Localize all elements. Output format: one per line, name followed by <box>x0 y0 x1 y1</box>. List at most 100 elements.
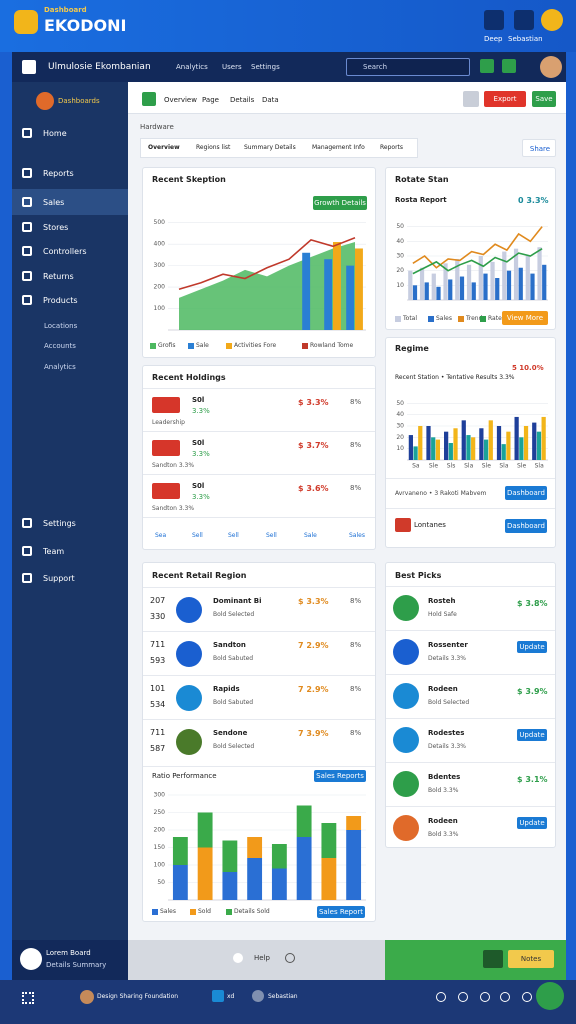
icon-button[interactable] <box>484 10 504 30</box>
add-button[interactable] <box>142 92 156 106</box>
bar <box>488 420 493 460</box>
update-button[interactable]: Update <box>517 817 547 829</box>
bar <box>448 279 453 300</box>
export-button[interactable]: Export <box>484 91 526 107</box>
export-button-label[interactable]: Export <box>493 95 517 103</box>
footer-label: Sell <box>228 532 239 539</box>
update-button[interactable]: Update <box>517 641 547 653</box>
icon-button[interactable] <box>502 59 516 73</box>
sales-button-label[interactable]: Sales Reports <box>316 772 364 780</box>
dashboard-button-label[interactable]: Dashboard <box>507 522 545 530</box>
toolbar-tab[interactable]: Page <box>202 96 219 104</box>
update-button[interactable]: Update <box>517 729 547 741</box>
filter-tab[interactable]: Management Info <box>312 144 365 151</box>
update-button-label[interactable]: Update <box>519 643 545 651</box>
search-box[interactable]: Search <box>346 58 470 76</box>
sales-button[interactable]: Sales Reports <box>314 770 366 782</box>
sidebar-item[interactable]: Sales <box>43 198 65 207</box>
sidebar-item[interactable]: Controllers <box>43 247 87 256</box>
icon-button[interactable] <box>480 59 494 73</box>
view-more-button[interactable]: View More <box>502 311 548 325</box>
taskbar-user[interactable]: Sebastian <box>268 993 298 1000</box>
nav-item[interactable]: Analytics <box>176 63 208 71</box>
filter-tab[interactable]: Regions list <box>196 144 231 151</box>
share-button[interactable]: Share <box>522 139 556 157</box>
sidebar-item[interactable]: Products <box>43 296 78 305</box>
nav-icon <box>22 295 32 305</box>
dashboard-button[interactable]: Dashboard <box>505 486 547 500</box>
save-button[interactable]: Save <box>532 91 556 107</box>
sidebar-item[interactable]: Reports <box>43 169 74 178</box>
growth-button-label[interactable]: Growth Details <box>314 199 366 207</box>
tray-icon[interactable] <box>500 992 510 1002</box>
avatar[interactable] <box>540 56 562 78</box>
filter-tab[interactable]: Reports <box>380 144 404 151</box>
update-button-label[interactable]: Update <box>519 731 545 739</box>
filter-tab[interactable]: Overview <box>148 144 180 151</box>
row-icon <box>393 771 419 797</box>
filter-bar <box>140 138 418 158</box>
icon-button[interactable] <box>514 10 534 30</box>
tray-icon[interactable] <box>436 992 446 1002</box>
legend-label: Grofis <box>158 342 176 349</box>
bar <box>537 247 542 300</box>
row-icon <box>393 595 419 621</box>
icon-button[interactable] <box>463 91 479 107</box>
y-tick-label: 50 <box>157 879 165 886</box>
notes-button[interactable]: Notes <box>508 950 554 968</box>
filter-tab[interactable]: Summary Details <box>244 144 296 151</box>
taskbar-app[interactable]: Design Sharing Foundation <box>97 993 179 1000</box>
sidebar-item[interactable]: Stores <box>43 223 69 232</box>
tray-icon[interactable] <box>522 992 532 1002</box>
y-tick-label: 10 <box>396 282 404 289</box>
toolbar-tab[interactable]: Details <box>230 96 255 104</box>
sidebar-item[interactable]: Settings <box>43 519 76 528</box>
nav-item[interactable]: Users <box>222 63 242 71</box>
chart-title: Ratio Performance <box>152 772 217 780</box>
bar <box>346 816 362 830</box>
sidebar-item[interactable]: Returns <box>43 272 74 281</box>
bar <box>197 847 213 900</box>
profile-icon <box>36 92 54 110</box>
row-delta: 8% <box>350 441 362 449</box>
update-button-label[interactable]: Update <box>519 819 545 827</box>
growth-button[interactable]: Growth Details <box>313 196 367 210</box>
user-avatar[interactable] <box>541 9 563 31</box>
dashboard-button-label[interactable]: Dashboard <box>507 489 545 497</box>
panel <box>385 167 556 330</box>
x-tick-label: Sa <box>412 463 420 470</box>
tray-icon[interactable] <box>458 992 468 1002</box>
bar <box>459 276 465 300</box>
bar <box>324 259 333 330</box>
share-button-label[interactable]: Share <box>529 145 551 153</box>
search-placeholder[interactable]: Search <box>363 63 388 71</box>
toolbar-tab[interactable]: Overview <box>164 96 197 104</box>
save-button-label[interactable]: Save <box>535 95 553 103</box>
row-value: $ 3.3% <box>298 597 329 606</box>
sidebar-subitem[interactable]: Analytics <box>44 363 76 371</box>
sales-report-button-label[interactable]: Sales Report <box>318 908 364 916</box>
notes-button-label[interactable]: Notes <box>520 955 542 963</box>
sidebar-item[interactable]: Home <box>43 129 67 138</box>
menu-icon[interactable] <box>22 60 36 74</box>
sidebar-item[interactable]: Support <box>43 574 75 583</box>
bar <box>490 261 495 300</box>
help-label[interactable]: Help <box>254 954 270 962</box>
icon-button[interactable] <box>483 950 503 968</box>
taskbar-tag[interactable]: xd <box>227 993 235 1000</box>
sidebar-item[interactable]: Team <box>43 547 65 556</box>
grid-icon[interactable] <box>22 992 34 1004</box>
bar <box>483 273 488 300</box>
row-number: 534 <box>150 700 166 709</box>
sidebar-subitem[interactable]: Accounts <box>44 342 76 350</box>
tray-button[interactable] <box>536 982 564 1010</box>
sidebar-subitem[interactable]: Locations <box>44 322 78 330</box>
footer-label: Sales <box>349 532 365 539</box>
nav-item[interactable]: Settings <box>251 63 280 71</box>
tray-icon[interactable] <box>480 992 490 1002</box>
view-more-button-label[interactable]: View More <box>506 314 544 322</box>
dashboard-button[interactable]: Dashboard <box>505 519 547 533</box>
row-label: S0l <box>192 482 205 490</box>
toolbar-tab[interactable]: Data <box>262 96 279 104</box>
sales-report-button[interactable]: Sales Report <box>317 906 365 918</box>
